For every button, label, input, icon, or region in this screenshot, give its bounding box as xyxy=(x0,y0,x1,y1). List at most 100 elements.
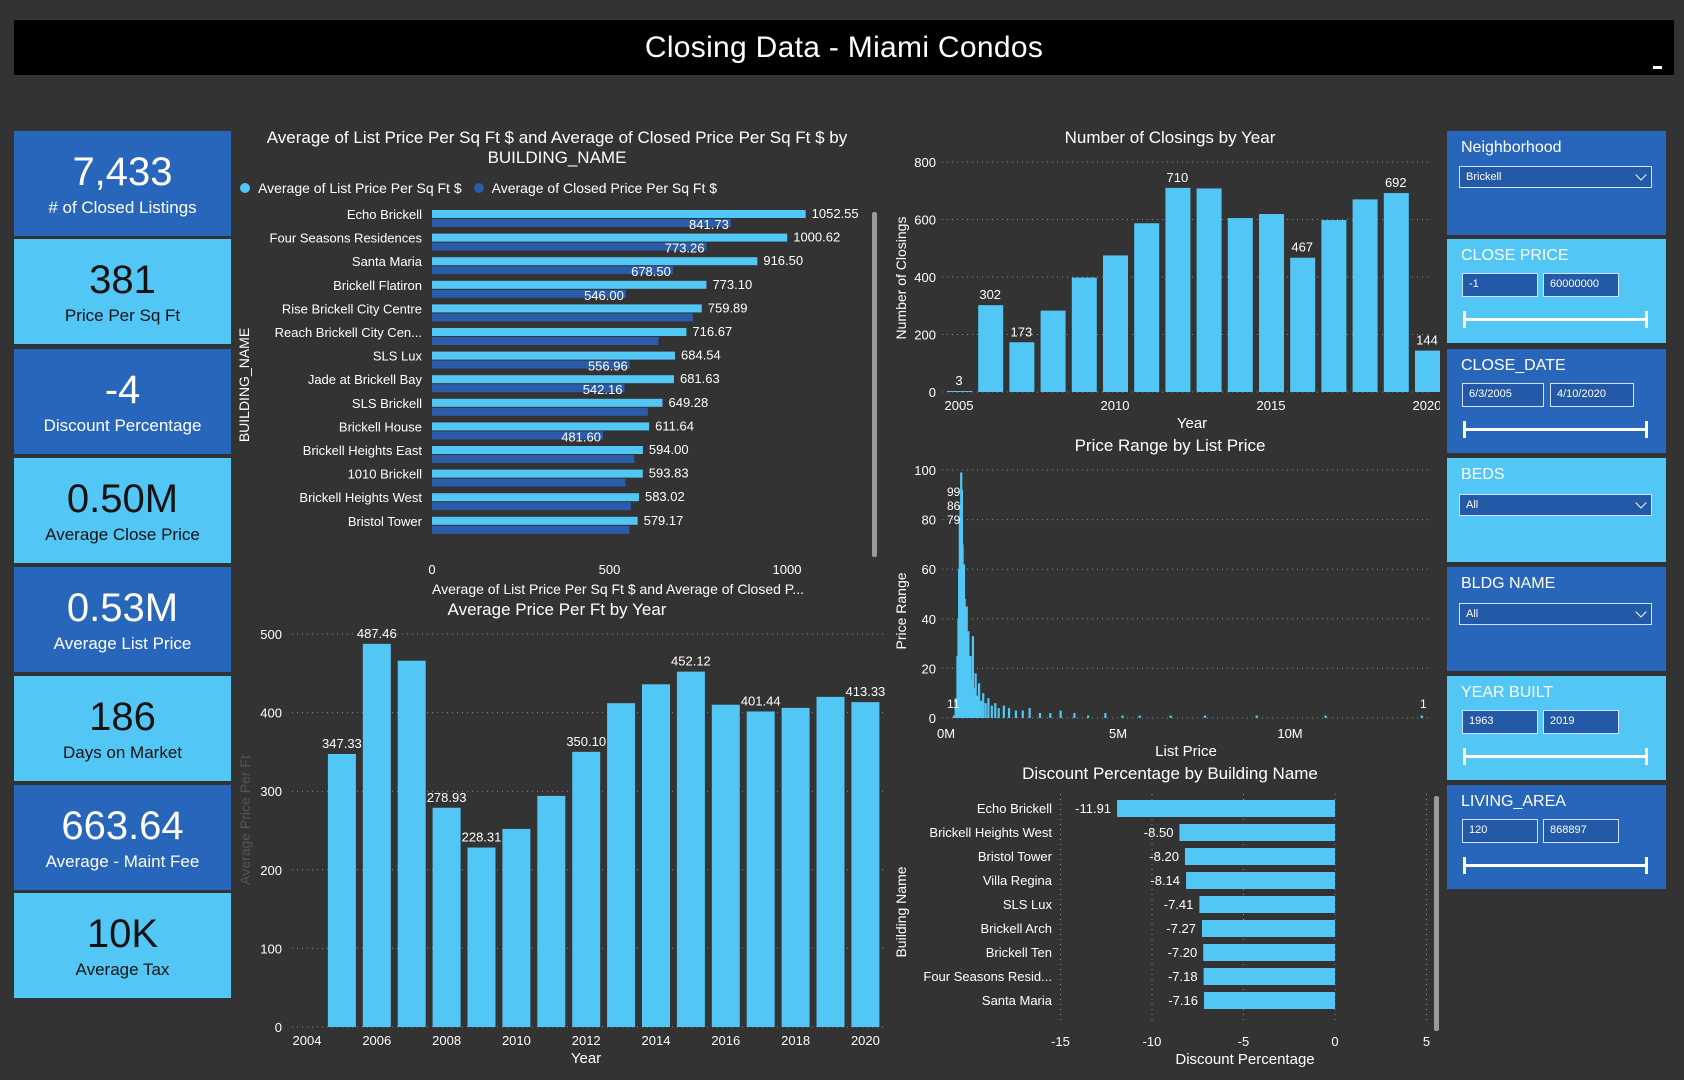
kpi-value: 0.53M xyxy=(66,585,179,630)
bar-price-range xyxy=(980,700,983,718)
slicer-close-price: CLOSE PRICE -1 60000000 xyxy=(1447,239,1666,343)
year-built-slider-min-handle[interactable] xyxy=(1463,748,1466,765)
x-tick-label: 2018 xyxy=(781,1033,810,1048)
dropdown-value: Brickell xyxy=(1466,171,1502,183)
close-date-slider-max-handle[interactable] xyxy=(1645,421,1648,438)
living-area-min-input[interactable]: 120 xyxy=(1462,819,1538,843)
year-built-max-input[interactable]: 2019 xyxy=(1543,710,1619,734)
data-label: 413.33 xyxy=(846,684,886,699)
bar-price-range xyxy=(997,708,1000,718)
bar-closings xyxy=(1103,255,1128,392)
close-date-min-input[interactable]: 6/3/2005 xyxy=(1462,383,1544,407)
data-label: 347.33 xyxy=(322,736,362,751)
bar-price-range xyxy=(977,683,981,718)
year-built-min-input[interactable]: 1963 xyxy=(1462,710,1538,734)
x-tick-label: 2014 xyxy=(642,1033,671,1048)
kpi-label: Average Close Price xyxy=(45,524,200,544)
data-label-closed: 678.50 xyxy=(631,264,671,279)
data-label: 144 xyxy=(1416,333,1438,348)
category-label: Jade at Brickell Bay xyxy=(308,372,423,387)
x-tick-label: -5 xyxy=(1238,1034,1250,1049)
slicer-title: BLDG NAME xyxy=(1461,575,1556,592)
data-label: 692 xyxy=(1385,175,1407,190)
bar-list-price xyxy=(432,257,758,266)
bar-price-range xyxy=(952,715,956,718)
data-label-list: 579.17 xyxy=(644,513,684,528)
discount-by-building-chart: -15 -10 -5 0 5 Discount Percentage Building Na… xyxy=(893,794,1439,1068)
report-title-bar: Closing Data - Miami Condos xyxy=(14,20,1674,75)
bar-closings xyxy=(1321,220,1347,392)
x-tick-label: 5 xyxy=(1423,1034,1430,1049)
bar-list-price xyxy=(432,233,788,242)
close-date-slider-track[interactable] xyxy=(1463,428,1647,431)
data-label: 86 xyxy=(947,499,961,513)
data-label-closed: 546.00 xyxy=(584,288,624,303)
chevron-down-icon xyxy=(1635,169,1647,181)
data-label: -8.50 xyxy=(1144,825,1174,840)
kpi-value: 10K xyxy=(86,911,159,956)
x-axis-title: Year xyxy=(1177,415,1207,432)
bar-price-range xyxy=(984,703,987,718)
close-date-slider-min-handle[interactable] xyxy=(1463,421,1466,438)
data-label: -8.14 xyxy=(1150,873,1180,888)
category-label: Bristol Tower xyxy=(978,849,1053,864)
bar-discount xyxy=(1179,824,1335,841)
living-area-max-input[interactable]: 868897 xyxy=(1543,819,1619,843)
bldg-name-dropdown[interactable]: All xyxy=(1459,603,1652,625)
data-label-closed: 841.73 xyxy=(689,217,729,232)
bar-list-price xyxy=(432,280,707,289)
bar-price-range xyxy=(1007,708,1011,718)
neighborhood-dropdown[interactable]: Brickell xyxy=(1459,166,1652,188)
x-tick-label: 500 xyxy=(599,562,621,577)
dropdown-value: All xyxy=(1466,608,1479,620)
slicer-title: YEAR BUILT xyxy=(1461,684,1554,701)
bar-price-range xyxy=(976,695,979,718)
living-area-slider-min-handle[interactable] xyxy=(1463,857,1466,874)
close-price-slider-max-handle[interactable] xyxy=(1645,311,1648,328)
close-price-max-input[interactable]: 60000000 xyxy=(1543,273,1619,297)
y-tick-label: 0 xyxy=(929,711,936,726)
kpi-closed-listings: 7,433 # of Closed Listings xyxy=(14,131,231,236)
data-label: -7.27 xyxy=(1166,921,1196,936)
report-title: Closing Data - Miami Condos xyxy=(644,30,1044,64)
chart-title-line2: BUILDING_NAME xyxy=(487,148,627,167)
kpi-value: 0.50M xyxy=(66,476,179,521)
scrollbar-thumb xyxy=(872,212,877,557)
slicer-title: LIVING_AREA xyxy=(1461,793,1566,810)
bar-year xyxy=(607,703,636,1027)
year-built-slider-track[interactable] xyxy=(1463,755,1647,758)
living-area-slider-max-handle[interactable] xyxy=(1645,857,1648,874)
x-tick-label: 2015 xyxy=(1257,398,1286,413)
x-tick-label: 0M xyxy=(937,726,955,741)
y-tick-label: 400 xyxy=(260,706,282,721)
bar-closings xyxy=(1227,218,1253,392)
bar-year xyxy=(816,696,845,1027)
bar-closed-price xyxy=(432,431,603,440)
bar-price-range xyxy=(1087,715,1090,718)
y-axis-title: Price Range xyxy=(893,572,909,649)
close-price-min-input[interactable]: -1 xyxy=(1462,273,1538,297)
bar-list-price xyxy=(432,493,639,502)
year-built-slider-max-handle[interactable] xyxy=(1645,748,1648,765)
kpi-average-tax: 10K Average Tax xyxy=(14,893,231,998)
bar-list-price xyxy=(432,210,806,218)
close-price-slider-track[interactable] xyxy=(1463,318,1647,321)
close-price-slider-min-handle[interactable] xyxy=(1463,311,1466,328)
category-label: Echo Brickell xyxy=(977,801,1052,816)
kpi-label: Discount Percentage xyxy=(43,415,202,435)
data-label-list: 684.54 xyxy=(681,348,721,363)
minimize-icon[interactable] xyxy=(1653,66,1662,69)
bar-price-range xyxy=(1204,715,1207,718)
close-date-max-input[interactable]: 4/10/2020 xyxy=(1550,383,1634,407)
data-label: -7.41 xyxy=(1164,897,1194,912)
price-per-ft-year-chart: 0 100 200 300 400 500 Average Price Per Ft 347.… xyxy=(237,626,886,1067)
category-label: Santa Maria xyxy=(352,254,423,269)
kpi-average-list-price: 0.53M Average List Price xyxy=(14,567,231,672)
data-label: -11.91 xyxy=(1075,801,1111,816)
living-area-slider-track[interactable] xyxy=(1463,864,1647,867)
beds-dropdown[interactable]: All xyxy=(1459,494,1652,516)
category-label: Brickell Ten xyxy=(986,945,1052,960)
chart-title-list-vs-closed: Average of List Price Per Sq Ft $ and Av… xyxy=(232,128,882,168)
y-tick-label: 800 xyxy=(914,155,936,170)
